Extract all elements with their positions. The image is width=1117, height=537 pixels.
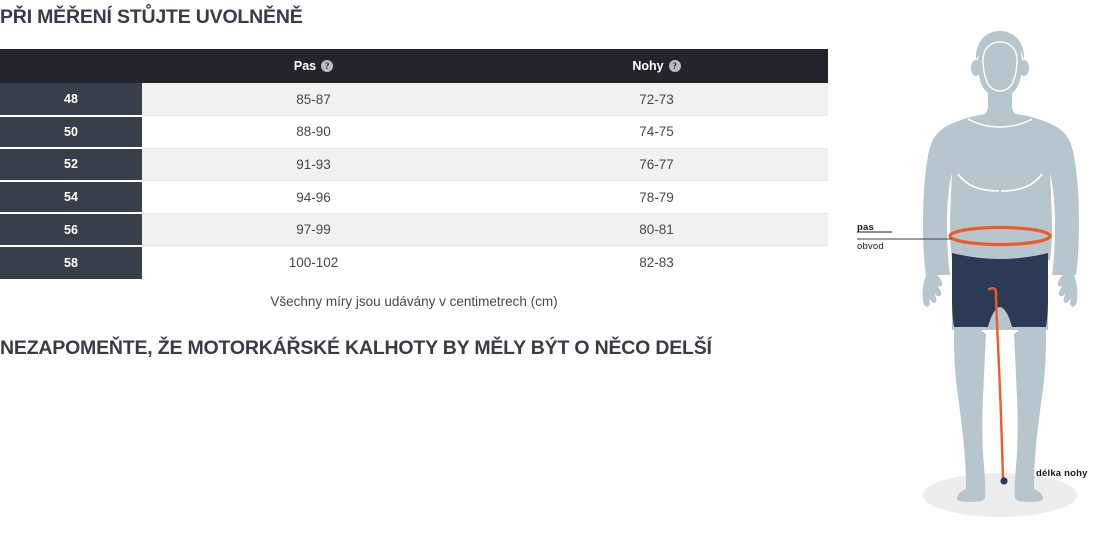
cell-nohy: 72-73 <box>485 83 828 117</box>
cell-size: 56 <box>0 213 142 247</box>
column-header-nohy[interactable]: Nohy ? <box>485 49 828 83</box>
table-row: 54 94-96 78-79 <box>0 180 828 215</box>
body-silhouette <box>922 31 1079 502</box>
ground-shadow-ellipse <box>923 473 1077 517</box>
leg-length-measure-line <box>987 287 1005 480</box>
ear-right <box>1019 60 1029 76</box>
cell-nohy: 82-83 <box>485 245 828 279</box>
pectoral-line-right <box>1000 173 1043 192</box>
column-header-size <box>0 49 142 83</box>
size-table: Pas ? Nohy ? 48 85-87 72-73 50 <box>0 49 828 279</box>
torso-and-arms-shape <box>923 113 1079 275</box>
neck-shape <box>982 92 1018 116</box>
column-header-pas-label: Pas <box>293 59 317 73</box>
hand-left <box>922 275 943 307</box>
cell-size: 52 <box>0 148 142 182</box>
cell-pas: 88-90 <box>142 115 485 149</box>
cell-nohy: 80-81 <box>485 213 828 247</box>
cell-size: 54 <box>0 180 142 215</box>
cell-size: 50 <box>0 115 142 150</box>
pectoral-line-left <box>957 173 1000 192</box>
cell-size: 48 <box>0 83 142 117</box>
measurement-figure-panel: pas obvod délka nohy <box>840 0 1117 537</box>
cell-pas: 97-99 <box>142 213 485 247</box>
cell-pas: 91-93 <box>142 148 485 182</box>
waist-label-primary: pas <box>857 222 874 233</box>
leg-right <box>1014 310 1046 502</box>
cell-size: 58 <box>0 245 142 279</box>
size-table-body: 48 85-87 72-73 50 88-90 74-75 52 91-93 7… <box>0 83 828 279</box>
head-shape <box>978 35 1022 97</box>
hand-right <box>1057 275 1078 307</box>
leg-left <box>954 310 986 502</box>
table-header-row: Pas ? Nohy ? <box>0 49 828 83</box>
waist-label-secondary: obvod <box>857 241 884 252</box>
cell-nohy: 78-79 <box>485 180 828 214</box>
cell-pas: 100-102 <box>142 245 485 279</box>
hair-shape <box>975 31 1025 60</box>
table-row: 50 88-90 74-75 <box>0 115 828 150</box>
waist-measure-ellipse <box>948 225 1052 247</box>
cell-nohy: 76-77 <box>485 148 828 182</box>
column-header-nohy-label: Nohy <box>632 59 664 73</box>
page-title-primary: PŘI MĚŘENÍ STŮJTE UVOLNĚNĚ <box>0 6 303 28</box>
page-title-secondary: NEZAPOMEŇTE, ŽE MOTORKÁŘSKÉ KALHOTY BY M… <box>0 337 712 359</box>
table-row: 52 91-93 76-77 <box>0 148 828 182</box>
ear-left <box>971 60 981 76</box>
help-icon-nohy[interactable]: ? <box>668 60 681 72</box>
cell-nohy: 74-75 <box>485 115 828 149</box>
size-chart-panel: PŘI MĚŘENÍ STŮJTE UVOLNĚNĚ Pas ? Nohy ? <box>0 6 828 359</box>
leg-length-endpoint-dot <box>1000 477 1008 485</box>
table-footnote: Všechny míry jsou udávány v centimetrech… <box>270 294 558 309</box>
body-measurement-diagram: pas obvod délka nohy <box>857 31 1088 517</box>
column-header-pas[interactable]: Pas ? <box>142 49 485 83</box>
table-row: 48 85-87 72-73 <box>0 83 828 117</box>
table-row: 58 100-102 82-83 <box>0 245 828 279</box>
help-icon-pas[interactable]: ? <box>321 60 334 72</box>
leg-length-label: délka nohy <box>1036 468 1088 479</box>
size-table-head: Pas ? Nohy ? <box>0 49 828 83</box>
table-row: 56 97-99 80-81 <box>0 213 828 247</box>
collar-line <box>967 118 1033 128</box>
shorts-shape <box>952 253 1048 327</box>
face-outline <box>982 41 1018 92</box>
cell-pas: 85-87 <box>142 83 485 117</box>
cell-pas: 94-96 <box>142 180 485 214</box>
